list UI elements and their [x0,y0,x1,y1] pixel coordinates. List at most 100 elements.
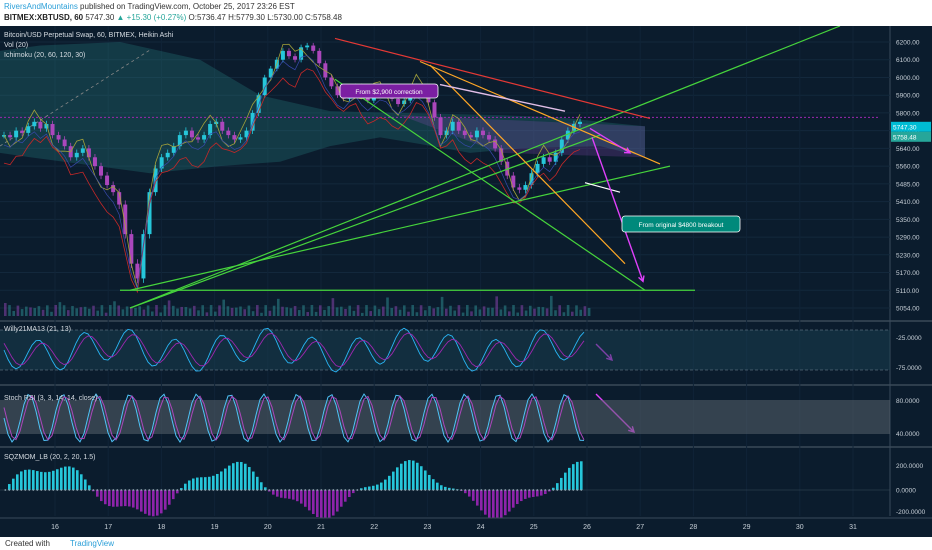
candle-body [450,121,455,131]
sqz-dot [420,489,423,491]
sqz-dot [444,489,447,491]
time-axis [0,518,932,537]
sqz-bar [232,463,235,490]
candle-body [62,139,67,147]
sqz-bar [140,490,143,512]
candle-body [183,130,188,136]
sqz-dot [580,489,583,491]
sqz-dot [144,489,147,491]
stoch-d-line [3,395,585,441]
sqz-bar [520,490,523,502]
candle-body [141,234,146,279]
sqz-bar [100,490,103,502]
volume-bar [495,296,498,316]
last-price: 5747.30 [85,13,115,22]
candle-body [541,157,546,164]
candle-body [99,166,104,176]
sqz-bar [20,471,23,490]
volume-bar [529,305,532,316]
candle-body [305,45,310,48]
stoch-tick-label: 80.0000 [896,398,920,405]
sqz-dot [508,489,511,491]
volume-bar [281,306,284,316]
volume-bar [12,310,15,316]
sqz-bar [244,463,247,490]
sqz-bar [152,490,155,517]
candle-body [432,102,437,118]
sqz-dot [124,489,127,491]
sqz-bar [340,490,343,507]
volume-bar [142,309,146,316]
sqz-bar [192,478,195,490]
volume-bar [298,310,301,316]
candle-body [523,185,528,190]
willy-band [0,330,890,370]
sqz-dot [220,489,223,491]
y-tick-label: 5350.00 [896,217,920,224]
sqz-dot [212,489,215,491]
green-uptrend-line-low [129,165,671,291]
volume-bar [428,305,431,316]
x-tick-label: 21 [317,524,325,531]
sqz-dot [384,489,387,491]
price-label-box [891,121,931,132]
volume-bar [33,308,36,316]
annotation-breakout-text: From original $4800 breakout [639,222,724,229]
volume-bar [16,305,20,316]
sqz-bar [384,479,387,490]
sqz-dot [268,489,271,491]
sqz-dot [260,489,263,491]
sqz-dot [524,489,527,491]
sqz-bar [240,462,243,490]
candle-body [262,77,267,96]
volume-bar [71,305,74,316]
candle-body [74,152,79,158]
sqz-bar [84,479,87,490]
volume-bar [134,307,137,316]
sqz-bar [200,477,203,490]
author-link[interactable]: RiversAndMountains [4,2,78,11]
sqz-bar [168,490,171,505]
y-tick-label: 5054.00 [896,306,920,313]
volume-bar [432,308,435,316]
sqz-bar [48,471,51,490]
sqz-bar [144,490,147,514]
sqz-bar [308,490,311,511]
candle-body [402,100,407,105]
sqz-dot [264,489,267,491]
candle-body [511,175,516,188]
volume-bar [277,298,280,316]
sqz-dot [188,489,191,491]
sqz-bar [576,461,579,490]
volume-bar [285,307,288,316]
sqz-dot [440,489,443,491]
sqz-dot [12,489,15,491]
candle-body [220,121,225,131]
sqz-dot [424,489,427,491]
sqz-dot [20,489,23,491]
candle-body [92,157,97,167]
chart-area[interactable]: 6200.006100.006000.005900.005800.005720.… [0,26,932,537]
sqz-bar [444,486,447,490]
volume-bar [289,308,293,316]
sqz-bar [236,461,239,490]
sqz-bar [388,475,391,490]
sqz-bar [428,474,431,490]
sqz-dot [396,489,399,491]
sqz-dot [148,489,151,491]
sqz-dot [340,489,343,491]
volume-bar [20,309,24,316]
tradingview-logo[interactable]: TradingView [70,539,115,548]
candle-body [487,135,492,140]
sqz-dot [292,489,295,491]
candle-body [14,130,19,138]
volume-bar [8,305,11,316]
candle-body [111,185,116,193]
volume-bar [260,312,263,316]
volume-bar [197,310,200,316]
sqz-dot [16,489,19,491]
legend-vol: Vol (20) [4,42,28,49]
x-tick-label: 29 [743,524,751,531]
volume-bar [453,310,456,316]
chart-svg[interactable]: 6200.006100.006000.005900.005800.005720.… [0,26,932,537]
